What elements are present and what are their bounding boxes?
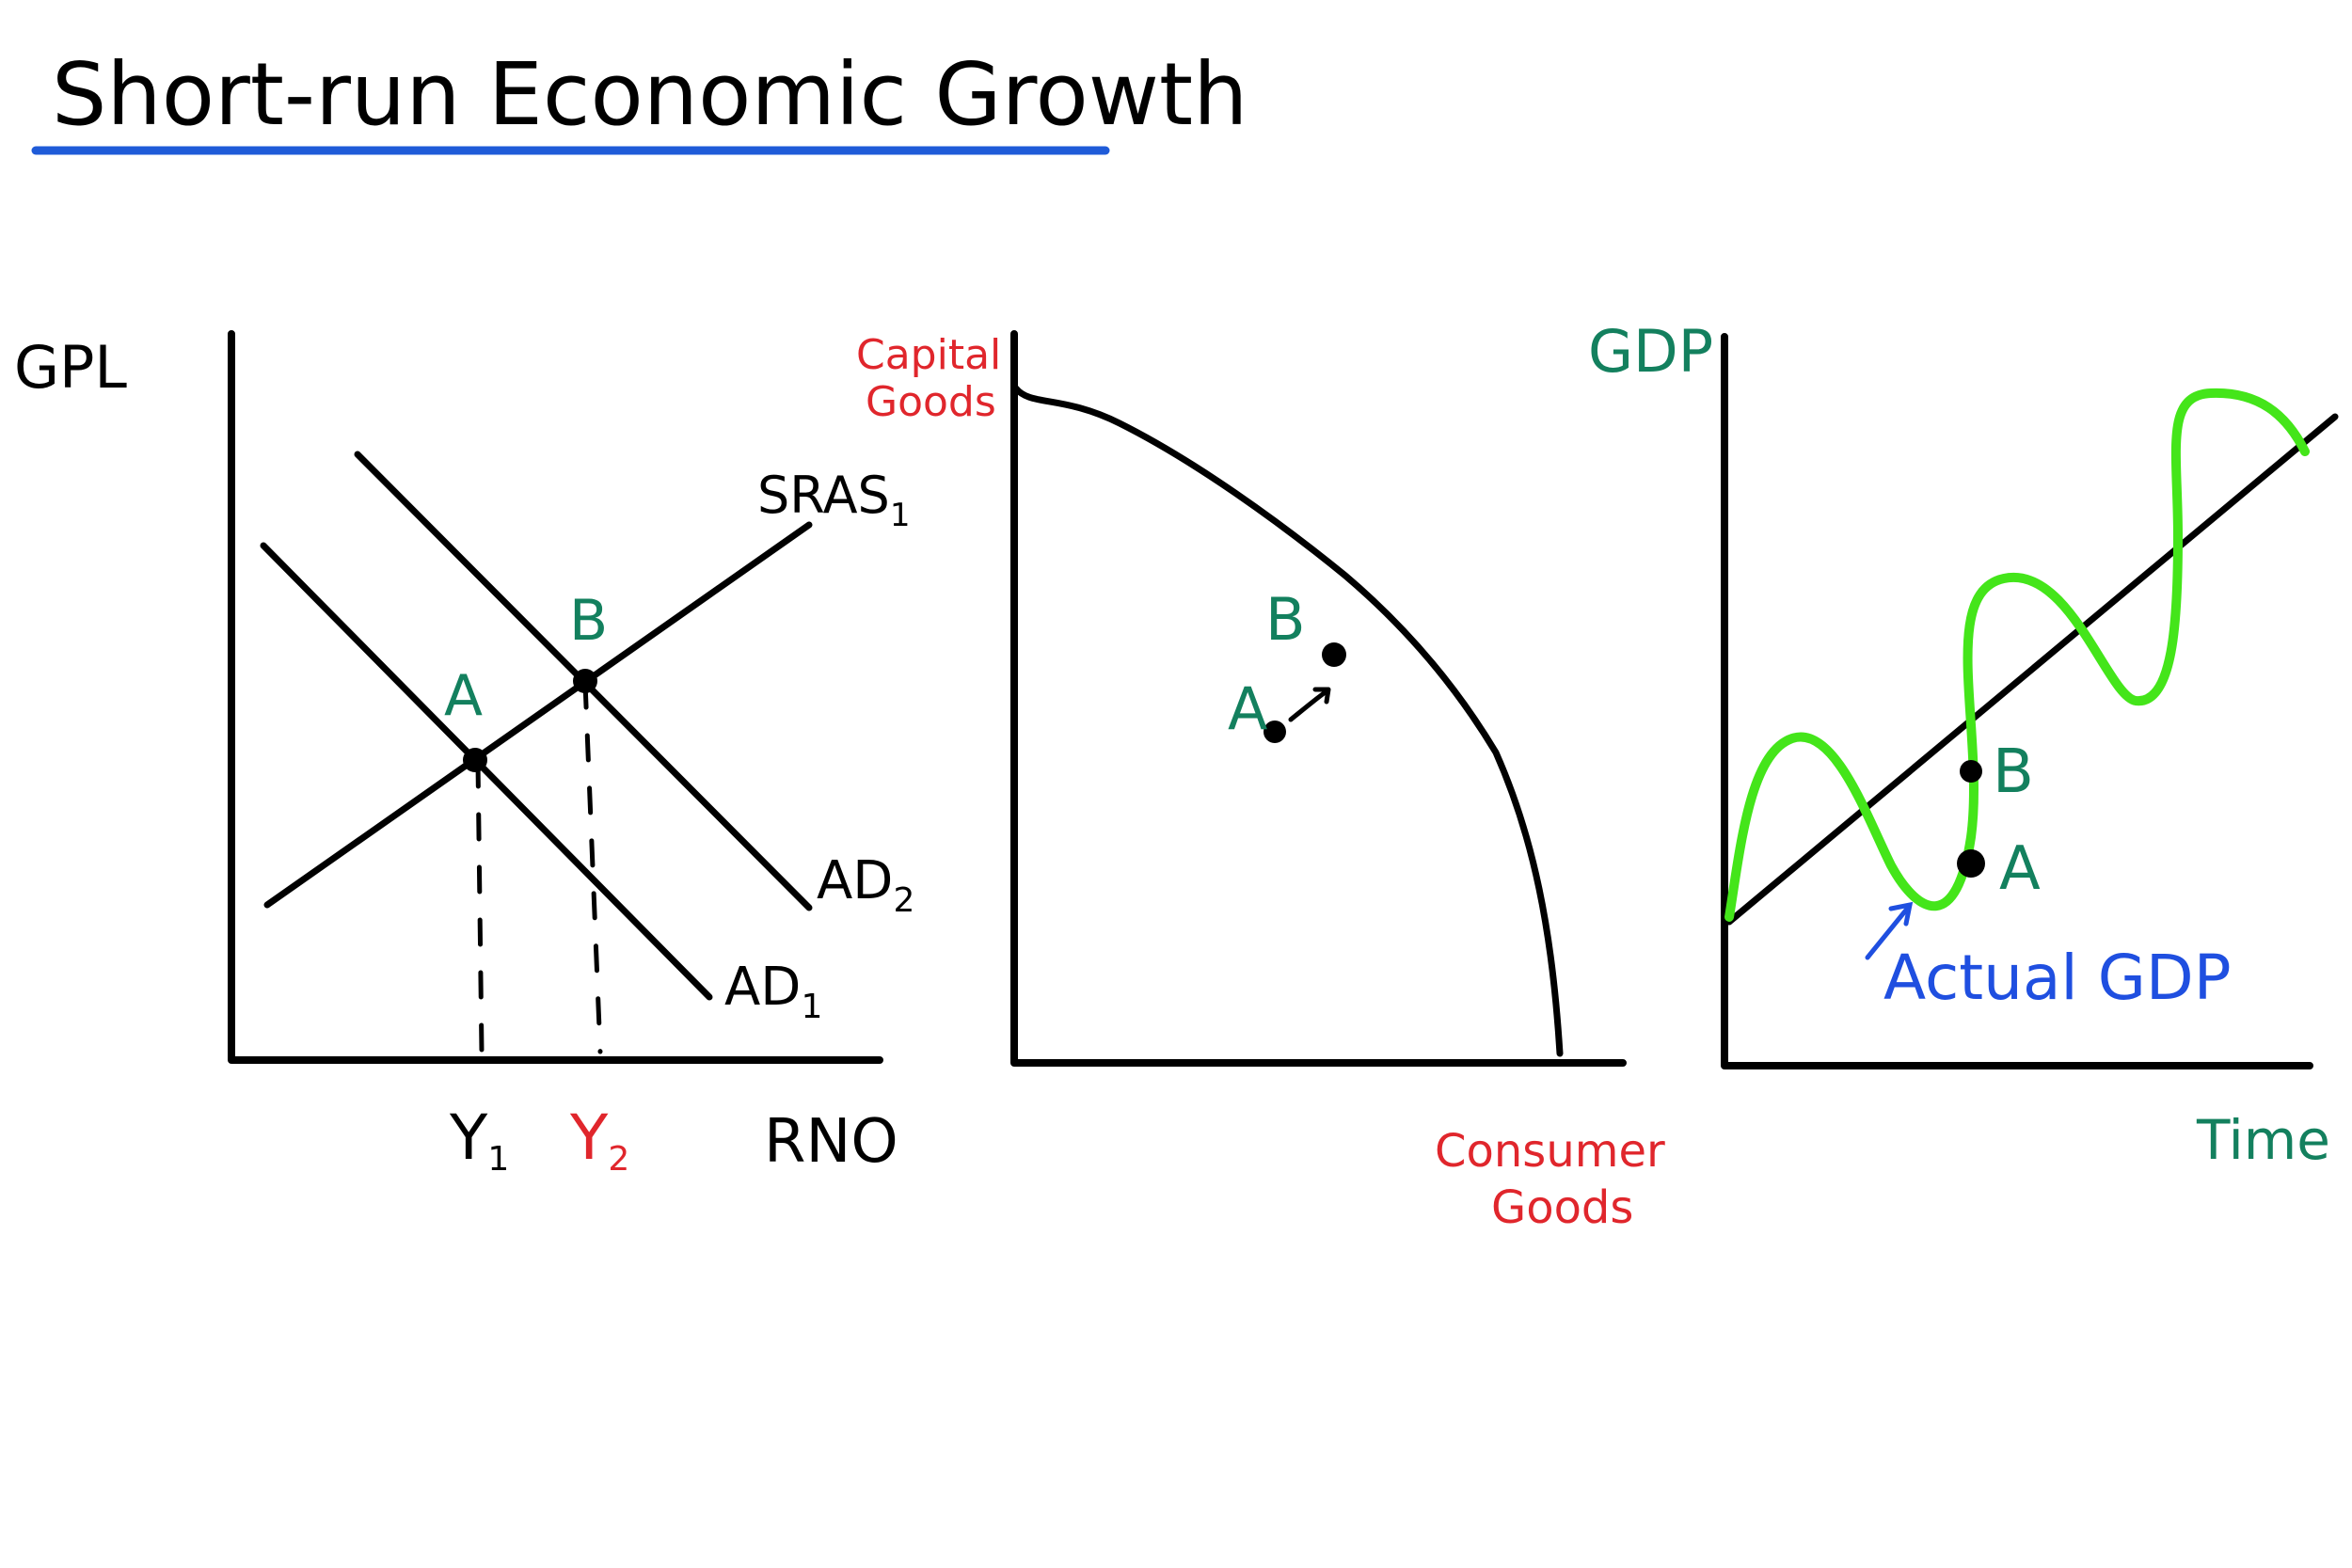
ppc-curve: [1012, 385, 1564, 1057]
y1-label: Y1: [449, 1101, 509, 1179]
cycle-point-a-marker: [1957, 849, 1985, 878]
actual-gdp-label: Actual GDP: [1883, 942, 2232, 1014]
business-cycle-axes: [1721, 333, 2313, 1069]
capital-goods-label-line2: Goods: [866, 378, 996, 426]
cycle-point-a-label: A: [1999, 834, 2041, 904]
sras-label: SRAS1: [757, 466, 910, 534]
point-b-marker: [573, 669, 597, 693]
movement-arrow: [1288, 689, 1329, 722]
point-b-label: B: [569, 588, 608, 654]
rno-axis-label: RNO: [764, 1107, 898, 1177]
ppc-axes: [1010, 330, 1627, 1067]
ppc-diagram: Capital Goods A B Consumer Goods: [856, 330, 1665, 1234]
actual-gdp-pointer-arrow: [1865, 905, 1911, 960]
consumer-goods-label-line1: Consumer: [1435, 1125, 1665, 1178]
ppc-point-b-label: B: [1265, 585, 1306, 654]
ad-as-axes: [228, 330, 883, 1064]
point-a-marker: [463, 748, 487, 772]
ad-as-diagram: GPL RNO SRAS1 AD2 AD1 A B Y1 Y2: [14, 330, 914, 1179]
y2-label: Y2: [569, 1101, 629, 1179]
movement-arrow-head: [1312, 687, 1331, 705]
cycle-point-b-marker: [1960, 760, 1982, 783]
point-a-label: A: [444, 663, 483, 729]
consumer-goods-label-line2: Goods: [1491, 1181, 1633, 1234]
potential-gdp-trend-line: [1725, 413, 2339, 926]
time-axis-label: Time: [2196, 1108, 2330, 1172]
y1-dashed-line: [475, 759, 485, 1054]
page-title: Short-run Economic Growth: [52, 44, 1248, 145]
cycle-point-b-label: B: [1993, 737, 2034, 807]
actual-gdp-curve: [1724, 388, 2310, 922]
actual-gdp-pointer-arrowhead: [1888, 901, 1914, 927]
gpl-axis-label: GPL: [14, 333, 127, 402]
ad1-label: AD1: [724, 957, 822, 1026]
business-cycle-diagram: GDP Time B A Actual GDP: [1588, 317, 2339, 1172]
capital-goods-label-line1: Capital: [856, 331, 1001, 379]
ppc-point-b-marker: [1322, 642, 1346, 667]
ppc-point-a-marker: [1263, 721, 1286, 743]
ppc-point-a-label: A: [1228, 674, 1267, 743]
sras-curve: [263, 521, 813, 909]
ad2-label: AD2: [817, 850, 914, 920]
ad1-curve: [260, 542, 713, 1001]
gdp-axis-label: GDP: [1588, 317, 1713, 386]
y2-dashed-line: [582, 680, 603, 1054]
